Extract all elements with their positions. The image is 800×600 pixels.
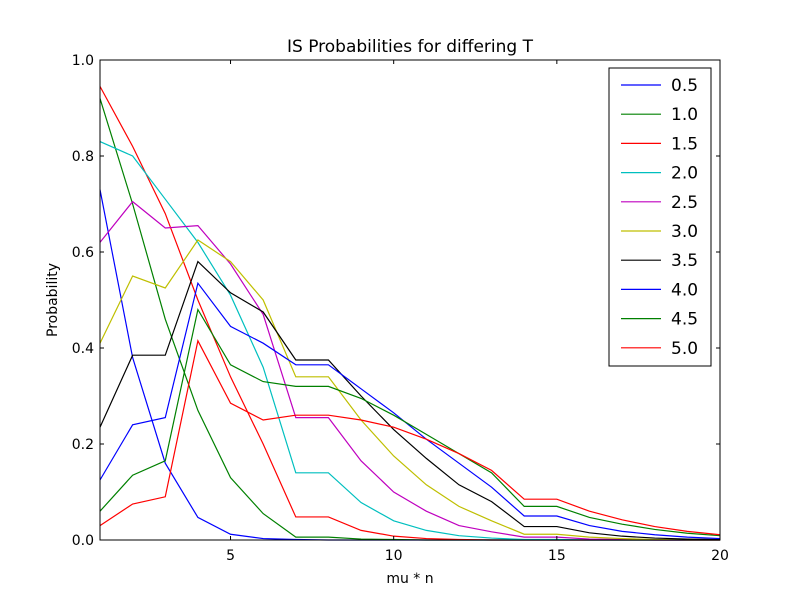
legend-label: 2.5 <box>671 193 698 213</box>
series-line-3.5 <box>99 260 721 541</box>
legend-label: 1.5 <box>671 134 698 154</box>
y-tick-label: 0.8 <box>72 149 94 165</box>
legend-label: 3.5 <box>671 251 698 271</box>
legend: 0.5 1.0 1.5 2.0 2.5 3.0 3.5 4.0 4.5 5.0 <box>608 67 712 367</box>
legend-label: 1.0 <box>671 105 698 125</box>
legend-box <box>608 67 712 367</box>
legend-label: 0.5 <box>671 76 698 96</box>
y-tick-label: 0.6 <box>72 245 94 261</box>
y-tick-label: 0.4 <box>72 341 94 357</box>
series-line-4.5 <box>99 307 721 537</box>
legend-label: 5.0 <box>671 339 698 359</box>
y-tick-label: 1.0 <box>72 53 94 69</box>
x-tick-label: 10 <box>385 548 403 564</box>
legend-label: 4.5 <box>671 310 698 330</box>
x-tick-label: 20 <box>711 548 729 564</box>
series-line-4.0 <box>99 281 721 540</box>
y-axis-label: Probability <box>45 263 61 337</box>
axes: 0.0 0.2 0.4 0.6 0.8 1.0 5 10 15 20 <box>72 53 729 564</box>
x-tick-label: 15 <box>548 548 566 564</box>
chart-title: IS Probabilities for differing T <box>287 37 534 57</box>
legend-label: 3.0 <box>671 222 698 242</box>
y-tick-label: 0.0 <box>72 533 94 549</box>
series-line-2.5 <box>99 200 720 541</box>
legend-label: 4.0 <box>671 280 698 300</box>
x-axis-label: mu * n <box>386 571 433 587</box>
plot-frame <box>99 59 721 541</box>
x-tick-label: 5 <box>226 548 235 564</box>
y-tick-label: 0.2 <box>72 437 94 453</box>
legend-label: 2.0 <box>671 164 698 184</box>
series-line-5.0 <box>99 339 721 536</box>
series-line-3.0 <box>99 239 720 541</box>
